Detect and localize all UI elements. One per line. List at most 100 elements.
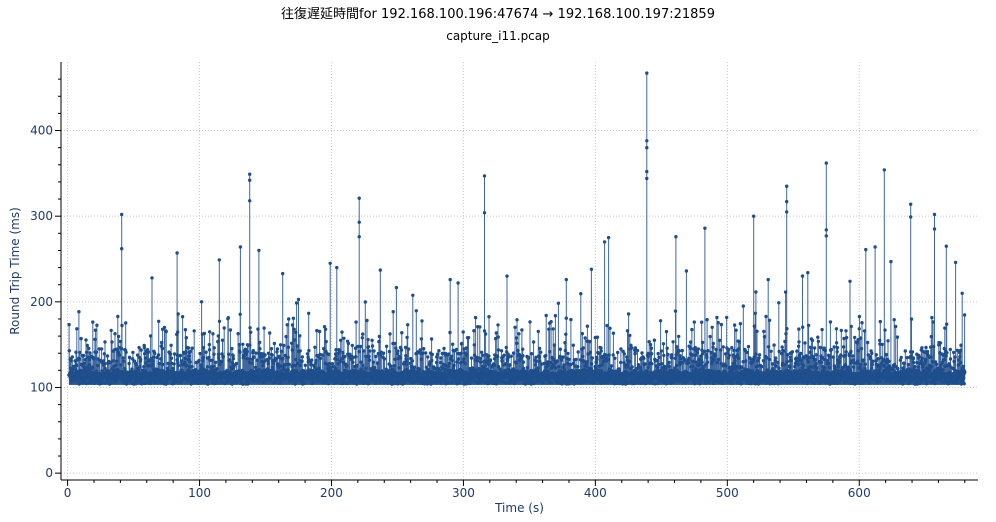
rtt-point <box>363 300 367 304</box>
rtt-point <box>930 360 935 364</box>
rtt-point <box>857 314 862 319</box>
rtt-point <box>962 375 966 380</box>
rtt-point <box>630 373 635 377</box>
rtt-point <box>733 359 737 363</box>
rtt-point <box>153 380 158 385</box>
rtt-point <box>517 332 521 336</box>
rtt-point <box>813 358 818 362</box>
rtt-point <box>231 357 236 361</box>
rtt-point <box>396 349 400 353</box>
rtt-point <box>103 340 107 344</box>
rtt-point <box>382 357 387 361</box>
rtt-point <box>191 368 195 373</box>
rtt-point <box>263 359 267 363</box>
rtt-point <box>787 365 792 369</box>
rtt-point <box>294 301 299 305</box>
rtt-point <box>357 220 361 224</box>
rtt-point <box>439 356 443 360</box>
rtt-point <box>562 370 567 374</box>
rtt-point <box>520 328 524 332</box>
rtt-point <box>914 368 918 372</box>
rtt-series <box>67 71 967 386</box>
rtt-point <box>653 382 657 386</box>
rtt-point <box>109 381 113 385</box>
rtt-point <box>827 361 831 366</box>
rtt-point <box>824 228 828 232</box>
rtt-point <box>217 356 221 360</box>
rtt-point <box>387 349 392 354</box>
rtt-point <box>923 357 928 362</box>
rtt-point <box>956 363 961 367</box>
rtt-point <box>896 366 900 371</box>
rtt-point <box>552 343 556 347</box>
rtt-point <box>137 345 141 350</box>
rtt-point <box>900 375 904 380</box>
rtt-point <box>642 356 646 361</box>
rtt-point <box>334 354 338 358</box>
rtt-point <box>375 361 380 365</box>
rtt-point <box>375 379 379 384</box>
rtt-point <box>322 325 327 329</box>
rtt-point <box>899 355 903 360</box>
rtt-point <box>157 319 161 323</box>
rtt-point <box>201 346 206 350</box>
rtt-point <box>139 348 143 352</box>
rtt-point <box>355 382 359 386</box>
rtt-point <box>160 340 164 345</box>
rtt-point <box>447 352 451 356</box>
rtt-point <box>621 375 626 380</box>
rtt-point <box>913 364 917 369</box>
rtt-point <box>515 341 519 345</box>
rtt-point <box>477 380 482 385</box>
rtt-point <box>777 366 781 370</box>
rtt-point <box>925 349 930 354</box>
rtt-point <box>290 348 294 352</box>
rtt-point <box>289 374 293 378</box>
rtt-point <box>429 382 433 386</box>
rtt-point <box>381 351 386 355</box>
rtt-point <box>731 368 735 372</box>
rtt-point <box>700 360 704 365</box>
rtt-point <box>287 362 291 366</box>
rtt-point <box>99 347 104 351</box>
rtt-point <box>257 368 261 372</box>
rtt-point <box>936 375 941 379</box>
rtt-point <box>944 244 948 248</box>
rtt-point <box>782 349 786 353</box>
rtt-point <box>279 349 284 353</box>
rtt-point <box>531 340 536 344</box>
rtt-point <box>315 328 319 333</box>
rtt-point <box>414 309 418 313</box>
rtt-point <box>506 355 511 359</box>
rtt-point <box>206 370 211 374</box>
rtt-point <box>563 341 567 345</box>
rtt-point <box>692 320 696 324</box>
rtt-point <box>164 381 169 386</box>
rtt-point <box>765 356 769 360</box>
rtt-point <box>447 361 452 366</box>
rtt-point <box>902 361 907 365</box>
rtt-point <box>608 374 612 379</box>
rtt-point <box>617 368 622 373</box>
rtt-point <box>929 355 933 359</box>
rtt-point <box>185 364 189 368</box>
rtt-point <box>707 380 711 385</box>
rtt-point <box>294 330 298 334</box>
rtt-point <box>81 353 86 358</box>
rtt-point <box>121 356 125 360</box>
rtt-point <box>419 373 423 377</box>
rtt-point <box>487 315 491 319</box>
rtt-point <box>96 363 100 368</box>
rtt-point <box>318 379 322 383</box>
rtt-point <box>342 336 346 340</box>
rtt-point <box>200 370 204 374</box>
rtt-point <box>307 311 311 315</box>
rtt-point <box>581 346 585 350</box>
rtt-point <box>934 362 939 366</box>
rtt-point <box>120 247 124 251</box>
rtt-point <box>878 379 883 383</box>
rtt-point <box>727 353 731 357</box>
rtt-point <box>169 356 174 360</box>
rtt-point <box>221 354 225 359</box>
rtt-point <box>727 348 731 352</box>
